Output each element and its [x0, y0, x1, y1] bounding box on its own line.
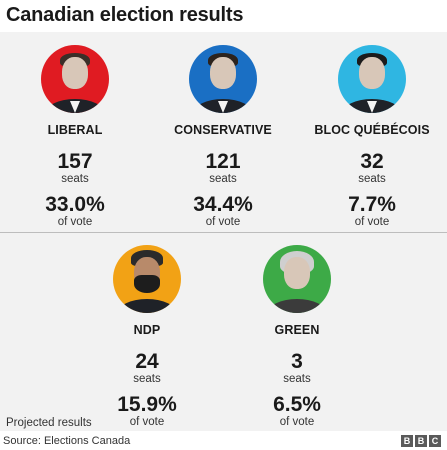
seats-label: seats: [358, 173, 386, 185]
portrait-face: [210, 57, 236, 89]
portrait-collar: [367, 101, 377, 113]
portrait-collar: [70, 101, 80, 113]
vote-share: 15.9%: [117, 393, 177, 416]
vote-share: 34.4%: [193, 193, 253, 216]
party-card-liberal: LIBERAL 157 seats 33.0% of vote: [0, 45, 150, 229]
seat-count: 157: [57, 150, 93, 173]
party-name: GREEN: [274, 323, 320, 337]
portrait-face: [284, 257, 310, 289]
vote-label: of vote: [205, 216, 241, 228]
vote-share: 7.7%: [348, 193, 396, 216]
seats-label: seats: [283, 373, 311, 385]
logo-letter: B: [415, 435, 427, 447]
party-card-green: GREEN 3 seats 6.5% of vote: [222, 245, 372, 429]
seats-label: seats: [133, 373, 161, 385]
logo-letter: C: [429, 435, 441, 447]
seat-count: 121: [205, 150, 241, 173]
party-name: CONSERVATIVE: [174, 123, 272, 137]
projected-note: Projected results: [6, 417, 92, 429]
row-divider: [0, 232, 447, 233]
portrait-face: [62, 57, 88, 89]
page-title: Canadian election results: [6, 4, 244, 26]
leader-portrait: [189, 45, 257, 113]
leader-portrait: [263, 245, 331, 313]
portrait-collar: [218, 101, 228, 113]
portrait-face: [359, 57, 385, 89]
party-card-ndp: NDP 24 seats 15.9% of vote: [72, 245, 222, 429]
party-card-bloc-quebecois: BLOC QUÉBÉCOIS 32 seats 7.7% of vote: [297, 45, 447, 229]
vote-share: 6.5%: [273, 393, 321, 416]
seats-label: seats: [209, 173, 237, 185]
seat-count: 32: [360, 150, 384, 173]
source-credit: Source: Elections Canada: [3, 435, 131, 447]
seat-count: 24: [135, 350, 159, 373]
portrait-shoulders: [267, 299, 327, 313]
portrait-beard: [134, 275, 160, 293]
party-name: NDP: [133, 323, 161, 337]
leader-portrait: [41, 45, 109, 113]
vote-label: of vote: [279, 416, 315, 428]
logo-letter: B: [401, 435, 413, 447]
seat-count: 3: [291, 350, 303, 373]
portrait-shoulders: [117, 299, 177, 313]
leader-portrait: [338, 45, 406, 113]
party-card-conservative: CONSERVATIVE 121 seats 34.4% of vote: [148, 45, 298, 229]
bbc-logo: B B C: [401, 435, 441, 447]
vote-label: of vote: [129, 416, 165, 428]
party-name: LIBERAL: [47, 123, 103, 137]
seats-label: seats: [61, 173, 89, 185]
vote-share: 33.0%: [45, 193, 105, 216]
vote-label: of vote: [354, 216, 390, 228]
party-name: BLOC QUÉBÉCOIS: [314, 123, 430, 137]
vote-label: of vote: [57, 216, 93, 228]
leader-portrait: [113, 245, 181, 313]
